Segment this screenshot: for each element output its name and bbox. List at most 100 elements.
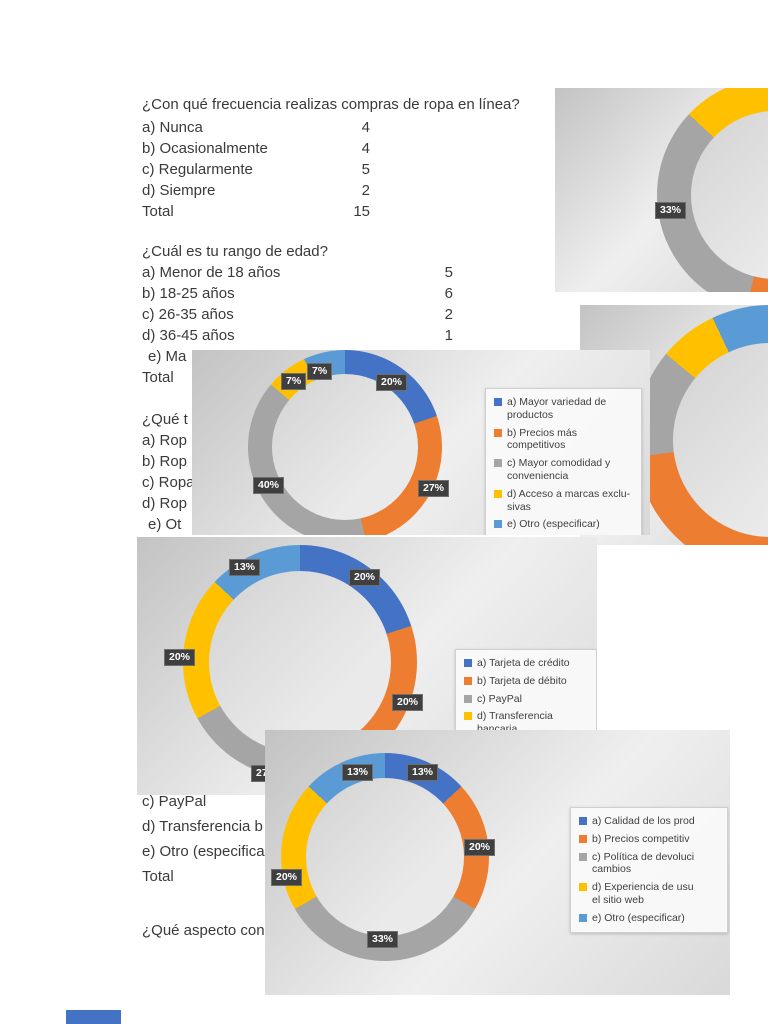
answer-label: c) Regularmente — [142, 161, 253, 178]
chart-legend: a) Calidad de los prod b) Precios compet… — [570, 807, 728, 933]
legend-label: a) Tarjeta de crédito — [477, 657, 570, 669]
q2-row-e: e) Ma — [142, 348, 186, 366]
legend-item: c) Política de devoluci cambios — [579, 851, 719, 877]
legend-swatch-orange — [464, 676, 472, 685]
answer-label: a) Menor de 18 años — [142, 264, 281, 281]
legend-swatch-gray — [494, 459, 502, 468]
legend-swatch-blue — [579, 817, 587, 825]
percent-label: 20% — [271, 869, 303, 886]
percent-label: 20% — [464, 839, 496, 856]
percent-label: 33% — [367, 931, 399, 948]
q2-row-c: c) 26-35 años 2 — [142, 306, 453, 324]
q1-row-a: a) Nunca 4 — [142, 119, 370, 137]
q4-row-e: e) Otro (especifica — [142, 843, 265, 860]
legend-swatch-blue — [494, 398, 502, 406]
legend-item: a) Mayor variedad de productos — [494, 396, 633, 422]
answer-value: 4 — [361, 119, 370, 136]
answer-label: c) 26-35 años — [142, 306, 234, 323]
chart-legend: a) Mayor variedad de productos b) Precio… — [485, 388, 642, 535]
legend-label: d) Experiencia de usu el sitio web — [592, 881, 694, 906]
legend-item: b) Precios más competitivos — [494, 427, 633, 453]
legend-label: c) PayPal — [477, 692, 522, 705]
legend-swatch-orange — [494, 428, 502, 437]
answer-label: a) Nunca — [142, 119, 203, 136]
legend-label: b) Precios más competitivos — [507, 426, 578, 452]
percent-label: 20% — [376, 374, 408, 391]
legend-swatch-yellow — [494, 489, 502, 498]
percent-label: 20% — [164, 649, 196, 666]
legend-item: d) Experiencia de usu el sitio web — [579, 881, 719, 907]
legend-swatch-yellow — [579, 883, 587, 892]
legend-label: a) Calidad de los prod — [592, 815, 695, 827]
q3-row-e: e) Ot — [148, 516, 182, 533]
q4-row-d: d) Transferencia b — [142, 818, 263, 835]
legend-item: e) Otro (especificar) — [494, 518, 633, 531]
legend-swatch-gray — [579, 852, 587, 861]
legend-swatch-blue — [464, 659, 472, 667]
q1-total: Total 15 — [142, 203, 370, 221]
q4-row-c: c) PayPal — [142, 793, 207, 810]
legend-item: d) Acceso a marcas exclu- sivas — [494, 488, 633, 514]
legend-swatch-yellow — [464, 712, 472, 721]
percent-label: 7% — [281, 373, 307, 390]
answer-value: 4 — [361, 140, 370, 157]
legend-label: a) Mayor variedad de productos — [507, 396, 607, 421]
q3-row-d: d) Rop — [142, 495, 188, 512]
percent-label: 13% — [407, 764, 439, 781]
chart-legend: a) Tarjeta de crédito b) Tarjeta de débi… — [455, 649, 597, 744]
answer-label: d) 36-45 años — [142, 327, 235, 344]
answer-value: 15 — [353, 203, 370, 220]
answer-label: b) Ocasionalmente — [142, 140, 268, 157]
answer-value: 2 — [361, 182, 370, 199]
legend-swatch-lightblue — [579, 913, 587, 922]
percent-label: 33% — [655, 202, 687, 219]
q1-row-c: c) Regularmente 5 — [142, 161, 370, 179]
legend-label: e) Otro (especificar) — [507, 518, 600, 531]
answer-label: e) Ma — [148, 348, 187, 365]
donut-hole — [306, 778, 464, 936]
chart-frecuencia-compras: 33% — [555, 88, 768, 292]
q2-row-d: d) 36-45 años 1 — [142, 327, 453, 345]
partial-blue-rect — [66, 1010, 121, 1024]
percent-label: 7% — [307, 363, 333, 380]
answer-value: 5 — [361, 161, 370, 178]
q1-row-d: d) Siempre 2 — [142, 182, 370, 200]
answer-value: 2 — [444, 306, 453, 323]
legend-item: a) Calidad de los prod — [579, 815, 719, 828]
legend-item: c) Mayor comodidad y conveniencia — [494, 457, 633, 483]
percent-label: 13% — [342, 764, 374, 781]
q2-title: ¿Cuál es tu rango de edad? — [142, 243, 328, 260]
answer-value: 1 — [444, 327, 453, 344]
q3-row-b: b) Rop — [142, 453, 188, 470]
q2-row-b: b) 18-25 años 6 — [142, 285, 453, 303]
chart-rango-edad — [580, 305, 768, 545]
percent-label: 13% — [229, 559, 261, 576]
q2-total: Total — [142, 369, 174, 387]
answer-label: Total — [142, 369, 174, 386]
q1-row-b: b) Ocasionalmente 4 — [142, 140, 370, 158]
q4-total: Total — [142, 868, 174, 885]
percent-label: 20% — [392, 694, 424, 711]
legend-label: c) Política de devoluci cambios — [592, 850, 695, 876]
q5-title: ¿Qué aspecto con — [142, 922, 265, 939]
legend-item: a) Tarjeta de crédito — [464, 657, 588, 670]
chart-aspecto-importante: 13% 20% 33% 20% 13% a) Calidad de los pr… — [265, 730, 730, 995]
legend-swatch-lightblue — [494, 520, 502, 529]
legend-item: c) PayPal — [464, 693, 588, 706]
answer-label: b) 18-25 años — [142, 285, 235, 302]
legend-item: e) Otro (especificar) — [579, 912, 719, 925]
q3-row-a: a) Rop — [142, 432, 188, 449]
answer-label: d) Siempre — [142, 182, 216, 199]
percent-label: 27% — [418, 480, 450, 497]
answer-value: 6 — [444, 285, 453, 302]
legend-label: c) Mayor comodidad y conveniencia — [507, 457, 611, 482]
q3-title: ¿Qué t — [142, 411, 188, 428]
donut-hole — [209, 571, 391, 753]
q1-title: ¿Con qué frecuencia realizas compras de … — [142, 96, 520, 113]
legend-label: b) Precios competitiv — [592, 832, 690, 845]
legend-label: d) Acceso a marcas exclu- sivas — [507, 487, 631, 513]
q3-row-c: c) Ropa — [142, 474, 195, 491]
answer-value: 5 — [444, 264, 453, 281]
legend-label: e) Otro (especificar) — [592, 911, 685, 924]
